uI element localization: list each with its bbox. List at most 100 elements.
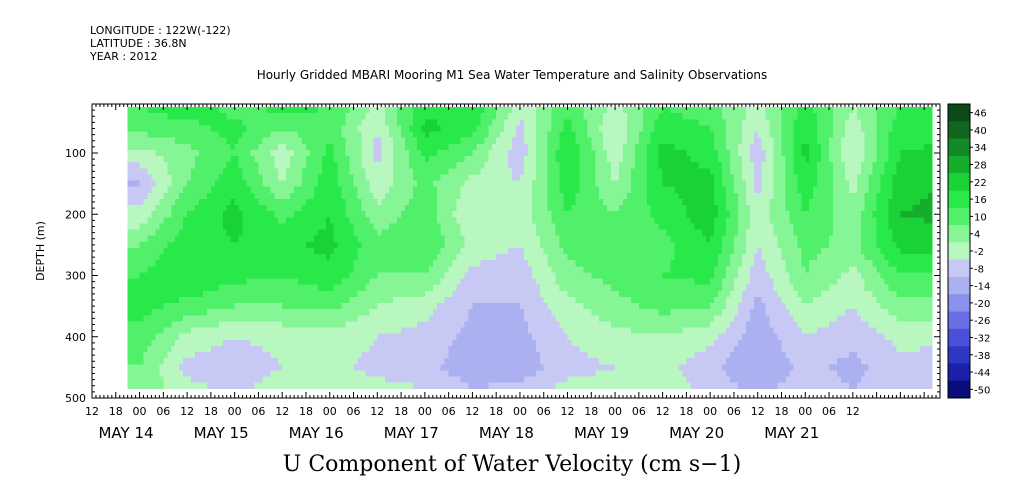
heatmap-cell — [496, 192, 501, 200]
heatmap-cell — [266, 376, 271, 384]
heatmap-cell — [210, 235, 216, 243]
heatmap-cell — [516, 156, 521, 163]
heatmap-cell — [234, 174, 240, 181]
heatmap-cell — [175, 315, 180, 322]
heatmap-cell — [202, 211, 208, 218]
heatmap-cell — [412, 113, 418, 120]
heatmap-cell — [460, 370, 465, 377]
heatmap-cell — [262, 303, 267, 310]
heatmap-cell — [337, 119, 343, 126]
heatmap-cell — [452, 254, 457, 261]
heatmap-cell — [551, 296, 557, 304]
heatmap-cell — [222, 198, 228, 206]
heatmap-cell — [393, 321, 398, 328]
heatmap-cell — [187, 205, 192, 212]
heatmap-cell — [377, 180, 382, 188]
heatmap-cell — [496, 382, 501, 390]
heatmap-cell — [547, 333, 553, 341]
heatmap-cell — [226, 168, 232, 175]
heatmap-cell — [282, 327, 287, 335]
heatmap-cell — [512, 143, 517, 151]
heatmap-cell — [183, 186, 188, 194]
heatmap-cell — [496, 137, 501, 145]
heatmap-cell — [230, 180, 236, 188]
heatmap-cell — [448, 198, 453, 206]
heatmap-cell — [476, 309, 481, 316]
heatmap-cell — [424, 125, 430, 132]
heatmap-cell — [305, 266, 311, 273]
heatmap-cell — [242, 223, 247, 230]
heatmap-cell — [397, 113, 402, 120]
heatmap-cell — [393, 290, 398, 298]
heatmap-cell — [242, 198, 247, 206]
heatmap-cell — [476, 223, 481, 230]
heatmap-cell — [151, 205, 156, 212]
heatmap-cell — [242, 272, 247, 279]
heatmap-cell — [250, 235, 255, 243]
heatmap-cell — [547, 107, 553, 114]
heatmap-cell — [163, 370, 168, 377]
heatmap-cell — [531, 272, 537, 279]
heatmap-cell — [424, 223, 430, 230]
heatmap-cell — [234, 254, 240, 261]
heatmap-cell — [274, 315, 279, 322]
heatmap-cell — [305, 229, 311, 237]
heatmap-cell — [464, 266, 469, 273]
heatmap-cell — [373, 205, 378, 212]
heatmap-cell — [547, 235, 553, 243]
heatmap-cell — [218, 278, 224, 286]
heatmap-cell — [365, 156, 370, 163]
heatmap-cell — [238, 211, 243, 218]
heatmap-cell — [361, 137, 366, 145]
heatmap-cell — [353, 149, 358, 157]
heatmap-cell — [139, 309, 144, 316]
heatmap-cell — [369, 352, 374, 359]
heatmap-cell — [234, 303, 240, 310]
heatmap-cell — [226, 309, 232, 316]
heatmap-cell — [294, 131, 299, 139]
heatmap-cell — [266, 339, 271, 347]
heatmap-cell — [353, 370, 358, 377]
heatmap-cell — [500, 266, 505, 273]
heatmap-cell — [266, 149, 271, 157]
heatmap-cell — [393, 186, 398, 194]
heatmap-cell — [345, 229, 350, 237]
heatmap-cell — [333, 143, 339, 151]
heatmap-cell — [460, 382, 465, 390]
heatmap-cell — [262, 223, 267, 230]
heatmap-cell — [198, 223, 204, 230]
heatmap-cell — [333, 278, 339, 286]
heatmap-cell — [373, 296, 378, 304]
heatmap-cell — [527, 309, 533, 316]
heatmap-cell — [139, 303, 144, 310]
heatmap-cell — [246, 266, 251, 273]
heatmap-cell — [361, 370, 366, 377]
heatmap-cell — [539, 137, 545, 145]
heatmap-cell — [266, 254, 271, 261]
heatmap-cell — [171, 131, 176, 139]
heatmap-cell — [476, 254, 481, 261]
heatmap-cell — [202, 137, 208, 145]
heatmap-cell — [250, 321, 255, 328]
heatmap-cell — [143, 345, 148, 353]
heatmap-cell — [206, 284, 212, 292]
heatmap-cell — [147, 192, 152, 200]
heatmap-cell — [175, 382, 180, 390]
heatmap-cell — [286, 260, 291, 267]
heatmap-cell — [523, 272, 529, 279]
heatmap-cell — [135, 107, 140, 114]
heatmap-cell — [555, 211, 560, 218]
heatmap-cell — [365, 303, 370, 310]
heatmap-cell — [416, 254, 422, 261]
heatmap-cell — [222, 278, 228, 286]
heatmap-cell — [309, 272, 315, 279]
heatmap-cell — [333, 180, 339, 188]
heatmap-cell — [210, 180, 216, 188]
heatmap-cell — [488, 303, 493, 310]
heatmap-cell — [405, 321, 410, 328]
heatmap-cell — [242, 205, 247, 212]
heatmap-cell — [504, 217, 509, 224]
heatmap-cell — [171, 229, 176, 237]
heatmap-cell — [258, 290, 263, 298]
heatmap-cell — [298, 370, 303, 377]
